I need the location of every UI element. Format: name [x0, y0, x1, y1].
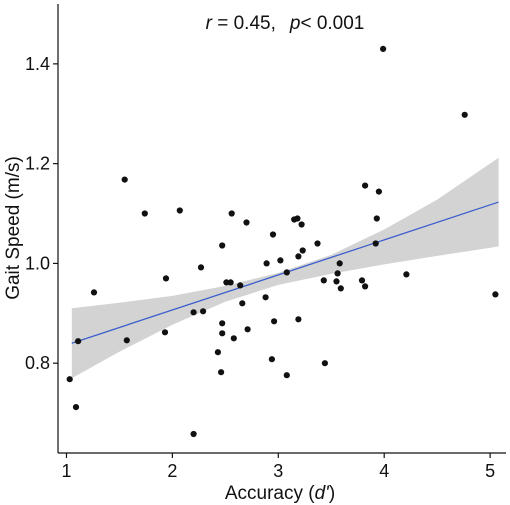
data-point	[200, 308, 207, 315]
y-tick-label: 0.8	[25, 353, 50, 373]
y-tick-label: 1.2	[25, 154, 50, 174]
data-point	[334, 270, 341, 277]
data-point	[237, 282, 244, 289]
data-point	[403, 271, 410, 278]
r-value: = 0.45,	[212, 13, 276, 34]
data-point	[461, 111, 468, 118]
data-point	[218, 369, 225, 376]
correlation-annotation: r = 0.45, p< 0.001	[206, 13, 365, 34]
data-point	[295, 316, 302, 323]
data-point	[141, 210, 148, 217]
data-point	[227, 279, 234, 286]
axes-layer	[57, 4, 506, 454]
data-point	[373, 215, 380, 222]
y-axis-title: Gait Speed (m/s)	[3, 156, 24, 300]
x-tick-label: 1	[61, 461, 71, 481]
r-symbol: r	[206, 13, 213, 34]
x-ticks: 1 2 3 4 5	[61, 453, 495, 481]
data-point	[333, 278, 340, 285]
x-axis-title-suffix: )	[329, 483, 335, 504]
data-point	[337, 285, 344, 292]
data-point	[271, 318, 278, 325]
data-point	[219, 330, 226, 337]
x-axis-title-variable: d'	[315, 483, 331, 504]
data-point	[162, 275, 170, 282]
data-point	[243, 219, 250, 226]
data-point	[262, 294, 269, 301]
data-points-layer	[66, 45, 499, 438]
x-tick-label: 3	[273, 461, 283, 481]
data-point	[228, 210, 235, 217]
data-point	[66, 376, 73, 383]
data-point	[268, 356, 275, 363]
data-point	[492, 291, 499, 298]
data-point	[230, 335, 237, 342]
data-point	[190, 430, 197, 438]
data-point	[314, 240, 321, 247]
data-point	[298, 221, 305, 228]
data-point	[214, 349, 221, 356]
data-point	[263, 260, 270, 267]
confidence-band	[71, 157, 499, 379]
data-point	[239, 300, 246, 307]
data-point	[75, 338, 82, 345]
y-tick-label: 1.0	[25, 253, 50, 273]
data-point	[72, 404, 80, 411]
confidence-band-layer	[71, 157, 499, 379]
data-point	[176, 207, 183, 214]
data-point	[362, 182, 369, 189]
p-symbol: p	[289, 13, 301, 34]
data-point	[320, 277, 327, 284]
data-point	[161, 329, 169, 336]
data-point	[336, 260, 343, 267]
data-point	[123, 337, 130, 344]
p-value: < 0.001	[300, 13, 364, 34]
x-axis-title: Accuracy (d')	[225, 483, 335, 504]
data-point	[362, 283, 369, 290]
data-point	[219, 242, 226, 249]
data-point	[244, 326, 251, 333]
x-axis-title-prefix: Accuracy (	[225, 483, 315, 504]
data-point	[372, 240, 379, 247]
data-point	[283, 372, 290, 379]
x-tick-label: 2	[167, 461, 177, 481]
data-point	[197, 264, 205, 271]
data-point	[283, 269, 290, 276]
data-point	[269, 231, 277, 238]
y-tick-label: 1.4	[25, 54, 50, 74]
data-point	[375, 188, 382, 195]
data-point	[321, 360, 328, 367]
data-point	[295, 253, 302, 260]
data-point	[294, 215, 301, 222]
data-point	[121, 176, 128, 183]
data-point	[219, 320, 226, 327]
x-tick-label: 5	[485, 461, 495, 481]
data-point	[380, 45, 387, 53]
data-point	[277, 257, 284, 264]
data-point	[90, 289, 98, 296]
data-point	[190, 309, 197, 316]
y-ticks: 0.8 1.0 1.2 1.4	[25, 54, 58, 373]
data-point	[358, 277, 366, 284]
x-tick-label: 4	[379, 461, 389, 481]
data-point	[299, 247, 306, 254]
